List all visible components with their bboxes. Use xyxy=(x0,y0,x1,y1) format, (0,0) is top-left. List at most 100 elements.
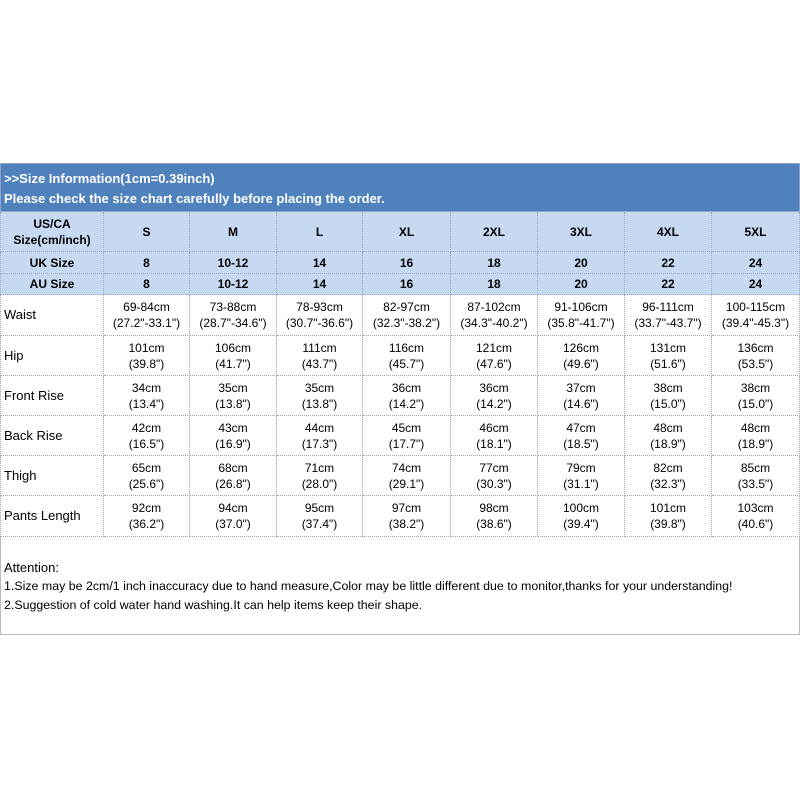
measure-cell: 97cm (38.2") xyxy=(363,496,451,537)
size-cell: 16 xyxy=(363,274,451,295)
measure-cell: 73-88cm (28.7"-34.6") xyxy=(190,295,277,336)
size-cell: 14 xyxy=(277,252,363,274)
inch-value: (28.0") xyxy=(301,476,338,491)
cm-value: 92cm xyxy=(131,501,162,515)
inch-value: (15.0") xyxy=(737,396,774,411)
size-value: 18 xyxy=(487,255,501,270)
inch-value: (45.7") xyxy=(388,356,425,371)
size-cell: 24 xyxy=(712,252,800,274)
cm-value: 37cm xyxy=(566,380,596,395)
measure-cell: 44cm (17.3") xyxy=(277,416,363,456)
cm-value: 36cm xyxy=(391,380,422,395)
inch-value: (40.6") xyxy=(737,517,774,531)
inch-value: (14.2") xyxy=(388,396,425,411)
inch-value: (29.1") xyxy=(388,476,425,491)
measure-cell: 35cm (13.8") xyxy=(190,376,277,416)
inch-value: (38.6") xyxy=(476,517,512,531)
inch-value: (51.6") xyxy=(650,356,686,371)
measure-cell: 79cm (31.1") xyxy=(538,456,625,496)
inch-value: (30.3") xyxy=(476,476,512,491)
measure-cell: 101cm (39.8") xyxy=(104,336,190,376)
cm-value: 38cm xyxy=(740,380,771,395)
corner-text: US/CA xyxy=(33,216,71,231)
size-header: 4XL xyxy=(625,212,712,252)
measure-cell: 121cm (47.6") xyxy=(451,336,538,376)
cm-value: 44cm xyxy=(304,420,335,435)
cm-value: 106cm xyxy=(214,340,252,355)
inch-value: (18.5") xyxy=(563,436,599,451)
row-header: AU Size xyxy=(0,274,104,295)
row-label: AU Size xyxy=(29,277,75,291)
measure-cell: 42cm (16.5") xyxy=(104,416,190,456)
cm-value: 116cm xyxy=(388,340,425,355)
cm-value: 43cm xyxy=(218,420,248,435)
measure-cell: 136cm (53.5") xyxy=(712,336,800,376)
size-cell: 8 xyxy=(104,252,190,274)
row-header: Thigh xyxy=(0,456,104,496)
measure-cell: 68cm (26.8") xyxy=(190,456,277,496)
measure-cell: 101cm (39.8") xyxy=(625,496,712,537)
cm-value: 68cm xyxy=(218,460,248,475)
inch-value: (26.8") xyxy=(215,476,251,491)
cm-value: 82-97cm xyxy=(383,300,430,314)
size-header: L xyxy=(277,212,363,252)
cm-value: 48cm xyxy=(653,420,683,435)
cm-value: 91-106cm xyxy=(554,300,608,314)
size-cell: 16 xyxy=(363,252,451,274)
measure-cell: 45cm (17.7") xyxy=(363,416,451,456)
measure-cell: 100cm (39.4") xyxy=(538,496,625,537)
measure-cell: 106cm (41.7") xyxy=(190,336,277,376)
corner-header: US/CA Size(cm/inch) xyxy=(0,212,104,252)
row-label: Pants Length xyxy=(4,508,81,523)
size-label: 4XL xyxy=(656,224,679,239)
size-header: 5XL xyxy=(712,212,800,252)
inch-value: (31.1") xyxy=(563,476,599,491)
cm-value: 95cm xyxy=(304,501,335,515)
size-cell: 18 xyxy=(451,252,538,274)
measure-cell: 78-93cm (30.7"-36.6") xyxy=(277,295,363,336)
measure-cell: 82-97cm (32.3"-38.2") xyxy=(363,295,451,336)
cm-value: 78-93cm xyxy=(296,300,343,314)
header-band: >>Size Information(1cm=0.39inch) Please … xyxy=(0,163,800,212)
inch-value: (41.7") xyxy=(215,356,251,371)
cm-value: 121cm xyxy=(475,340,513,355)
measure-cell: 48cm (18.9") xyxy=(712,416,800,456)
cm-value: 73-88cm xyxy=(209,300,257,314)
size-cell: 10-12 xyxy=(190,274,277,295)
cm-value: 136cm xyxy=(737,340,774,355)
inch-value: (37.4") xyxy=(301,517,338,531)
cm-value: 85cm xyxy=(740,460,771,475)
size-header: S xyxy=(104,212,190,252)
size-value: 14 xyxy=(312,255,327,270)
size-value: 20 xyxy=(574,277,588,291)
size-value: 10-12 xyxy=(217,255,249,270)
size-cell: 24 xyxy=(712,274,800,295)
inch-value: (34.3"-40.2") xyxy=(460,316,528,330)
inch-value: (33.7"-43.7") xyxy=(634,316,702,330)
note-line: 1.Size may be 2cm/1 inch inaccuracy due … xyxy=(4,579,733,593)
inch-value: (18.9") xyxy=(737,436,774,451)
cm-value: 94cm xyxy=(218,501,248,515)
size-value: 18 xyxy=(487,277,501,291)
size-label: 2XL xyxy=(482,224,505,239)
measure-cell: 43cm (16.9") xyxy=(190,416,277,456)
size-header: M xyxy=(190,212,277,252)
measure-cell: 34cm (13.4") xyxy=(104,376,190,416)
cm-value: 111cm xyxy=(302,340,337,355)
cm-value: 35cm xyxy=(304,380,335,395)
inch-value: (13.4") xyxy=(128,396,165,411)
measure-cell: 46cm (18.1") xyxy=(451,416,538,456)
size-value: 8 xyxy=(143,277,150,291)
row-header: Pants Length xyxy=(0,496,104,537)
cm-value: 100cm xyxy=(562,501,600,515)
inch-value: (49.6") xyxy=(563,356,599,371)
inch-value: (32.3") xyxy=(650,476,686,491)
measure-cell: 48cm (18.9") xyxy=(625,416,712,456)
row-label: UK Size xyxy=(29,255,75,270)
row-header: Front Rise xyxy=(0,376,104,416)
inch-value: (17.7") xyxy=(388,436,425,451)
inch-value: (18.1") xyxy=(476,436,512,451)
cm-value: 131cm xyxy=(649,340,687,355)
size-cell: 20 xyxy=(538,252,625,274)
